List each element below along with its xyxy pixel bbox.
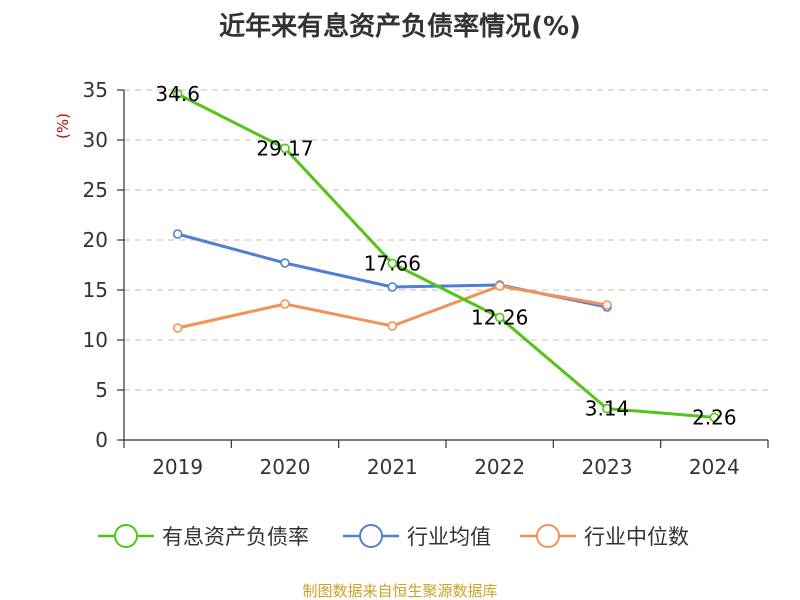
data-point — [602, 403, 612, 414]
data-label: 29.17 — [256, 136, 313, 160]
x-tick-label: 2023 — [582, 455, 633, 479]
data-point — [602, 300, 612, 310]
legend-item: 行业中位数 — [520, 524, 689, 549]
y-axis-label: (%) — [54, 113, 72, 139]
y-tick-label: 25 — [83, 178, 108, 202]
x-tick-label: 2021 — [367, 455, 418, 479]
legend-swatch-marker — [359, 524, 383, 548]
y-tick-label: 30 — [83, 128, 108, 152]
data-point — [387, 282, 398, 292]
data-point — [494, 312, 505, 323]
axes: 0 5 10 15 20 25 30 35 2019 2020 2021 2022 2023 2024 — [83, 78, 769, 479]
x-tick-label: 2022 — [474, 455, 525, 479]
y-tick-label: 5 — [95, 378, 108, 402]
data-point — [387, 321, 398, 331]
data-point — [172, 229, 183, 239]
data-label: 3.14 — [585, 397, 630, 421]
data-point — [280, 143, 290, 154]
y-tick-label: 10 — [83, 328, 108, 352]
data-label: 17.66 — [364, 251, 421, 275]
x-tick-label: 2020 — [260, 455, 311, 479]
x-tick-label: 2024 — [689, 455, 740, 479]
data-point — [172, 323, 183, 333]
chart-title: 近年来有息资产负债率情况(%) — [219, 11, 581, 42]
data-label: 34.6 — [155, 82, 200, 106]
series-line — [176, 92, 715, 419]
y-tick-label: 15 — [83, 278, 108, 302]
y-tick-label: 0 — [95, 428, 108, 452]
data-label: 12.26 — [471, 305, 528, 329]
data-labels: 34.6 29.17 17.66 12.26 3.14 2.26 — [155, 82, 736, 429]
series-0 — [172, 89, 720, 423]
data-point — [172, 89, 183, 99]
y-tick-label: 35 — [83, 78, 108, 102]
data-point — [280, 299, 290, 309]
legend-item: 有息资产负债率 — [98, 524, 309, 549]
source-note: 制图数据来自恒生聚源数据库 — [302, 582, 497, 600]
grid-lines — [124, 89, 768, 391]
legend-label: 有息资产负债率 — [162, 525, 309, 549]
series-group — [172, 89, 720, 423]
y-tick-label: 20 — [83, 228, 108, 252]
legend-label: 行业中位数 — [584, 525, 689, 549]
x-tick-label: 2019 — [152, 455, 203, 479]
legend-swatch-marker — [114, 524, 138, 548]
series-2 — [172, 281, 612, 333]
data-point — [709, 412, 720, 423]
legend-label: 行业均值 — [407, 525, 491, 549]
data-point — [387, 258, 398, 269]
data-point — [280, 258, 290, 268]
legend: 有息资产负债率 行业均值 行业中位数 — [98, 524, 689, 549]
legend-item: 行业均值 — [343, 524, 491, 549]
legend-swatch-marker — [536, 524, 560, 548]
data-point — [494, 281, 505, 291]
data-label: 2.26 — [692, 405, 737, 429]
